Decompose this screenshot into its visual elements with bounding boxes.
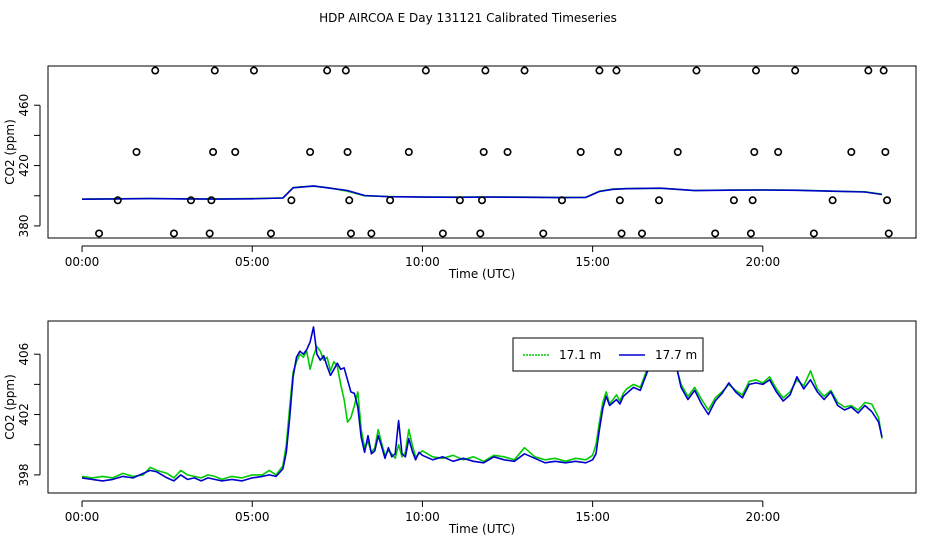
data-point <box>186 196 195 205</box>
y-tick-label: 402 <box>17 403 31 426</box>
data-point <box>615 196 624 205</box>
data-point <box>455 196 464 205</box>
y-axis-label: CO2 (ppm) <box>3 119 17 185</box>
data-point <box>884 229 893 238</box>
data-point <box>791 66 800 75</box>
data-point <box>231 148 240 157</box>
data-point <box>249 66 258 75</box>
data-point <box>287 196 296 205</box>
data-point <box>748 196 757 205</box>
data-point <box>673 148 682 157</box>
x-tick-label: 10:00 <box>405 255 440 269</box>
data-point <box>346 229 355 238</box>
data-point <box>828 196 837 205</box>
x-tick-label: 00:00 <box>65 255 100 269</box>
y-tick-label: 420 <box>17 154 31 177</box>
plot-frame <box>47 320 917 494</box>
data-point <box>557 196 566 205</box>
x-tick-label: 20:00 <box>746 510 781 524</box>
plot-area <box>81 66 893 238</box>
data-point <box>476 229 485 238</box>
data-point <box>614 148 623 157</box>
data-point <box>729 196 738 205</box>
data-point <box>479 148 488 157</box>
data-point <box>774 148 783 157</box>
data-point <box>209 148 218 157</box>
data-point <box>746 229 755 238</box>
data-point <box>520 66 529 75</box>
data-point <box>113 196 122 205</box>
y-tick-label: 398 <box>17 463 31 486</box>
x-axis-label: Time (UTC) <box>448 267 515 281</box>
data-point <box>132 148 141 157</box>
y-axis-label: CO2 (ppm) <box>3 374 17 440</box>
plot-area <box>81 326 883 482</box>
x-axis-label: Time (UTC) <box>448 522 515 536</box>
data-point <box>323 66 332 75</box>
data-point <box>169 229 178 238</box>
data-point <box>864 66 873 75</box>
data-point <box>421 66 430 75</box>
data-point <box>95 229 104 238</box>
data-point <box>386 196 395 205</box>
x-tick-label: 10:00 <box>405 510 440 524</box>
data-point <box>306 148 315 157</box>
x-tick-label: 20:00 <box>746 255 781 269</box>
data-point <box>595 66 604 75</box>
x-tick-label: 15:00 <box>575 510 610 524</box>
legend-label: 17.7 m <box>655 348 697 362</box>
figure-title: HDP AIRCOA E Day 131121 Calibrated Times… <box>319 11 617 25</box>
legend: 17.1 m 17.7 m <box>512 337 704 372</box>
series-line-2 <box>81 326 883 482</box>
data-point <box>345 196 354 205</box>
data-point <box>210 66 219 75</box>
data-point <box>576 148 585 157</box>
x-tick-label: 15:00 <box>575 255 610 269</box>
x-tick-label: 05:00 <box>235 510 270 524</box>
data-point <box>266 229 275 238</box>
data-point <box>477 196 486 205</box>
x-tick-label: 05:00 <box>235 255 270 269</box>
panel-bottom-lines: 00:00 05:00 10:00 15:00 20:00 Time (UTC) 398 40… <box>3 320 917 536</box>
series-line-2 <box>81 185 883 200</box>
data-point <box>883 196 892 205</box>
plot-frame <box>47 65 917 239</box>
y-tick-label: 380 <box>17 214 31 237</box>
data-point <box>341 66 350 75</box>
legend-label: 17.1 m <box>559 348 601 362</box>
data-point <box>847 148 856 157</box>
data-point <box>503 148 512 157</box>
data-point <box>343 148 352 157</box>
data-point <box>404 148 413 157</box>
data-point <box>692 66 701 75</box>
y-tick-label: 406 <box>17 343 31 366</box>
x-tick-label: 00:00 <box>65 510 100 524</box>
data-point <box>481 66 490 75</box>
data-point <box>750 148 759 157</box>
data-point <box>207 196 216 205</box>
data-point <box>879 66 888 75</box>
data-point <box>539 229 548 238</box>
data-point <box>438 229 447 238</box>
data-point <box>367 229 376 238</box>
data-point <box>612 66 621 75</box>
data-point <box>205 229 214 238</box>
panel-top-scatter: 00:00 05:00 10:00 15:00 20:00 Time (UTC) 380 42… <box>3 65 917 281</box>
data-point <box>617 229 626 238</box>
data-point <box>752 66 761 75</box>
data-point <box>637 229 646 238</box>
y-tick-label: 460 <box>17 94 31 117</box>
data-point <box>809 229 818 238</box>
series-line-1 <box>81 345 883 481</box>
data-point <box>881 148 890 157</box>
data-point <box>655 196 664 205</box>
data-point <box>711 229 720 238</box>
data-point <box>151 66 160 75</box>
